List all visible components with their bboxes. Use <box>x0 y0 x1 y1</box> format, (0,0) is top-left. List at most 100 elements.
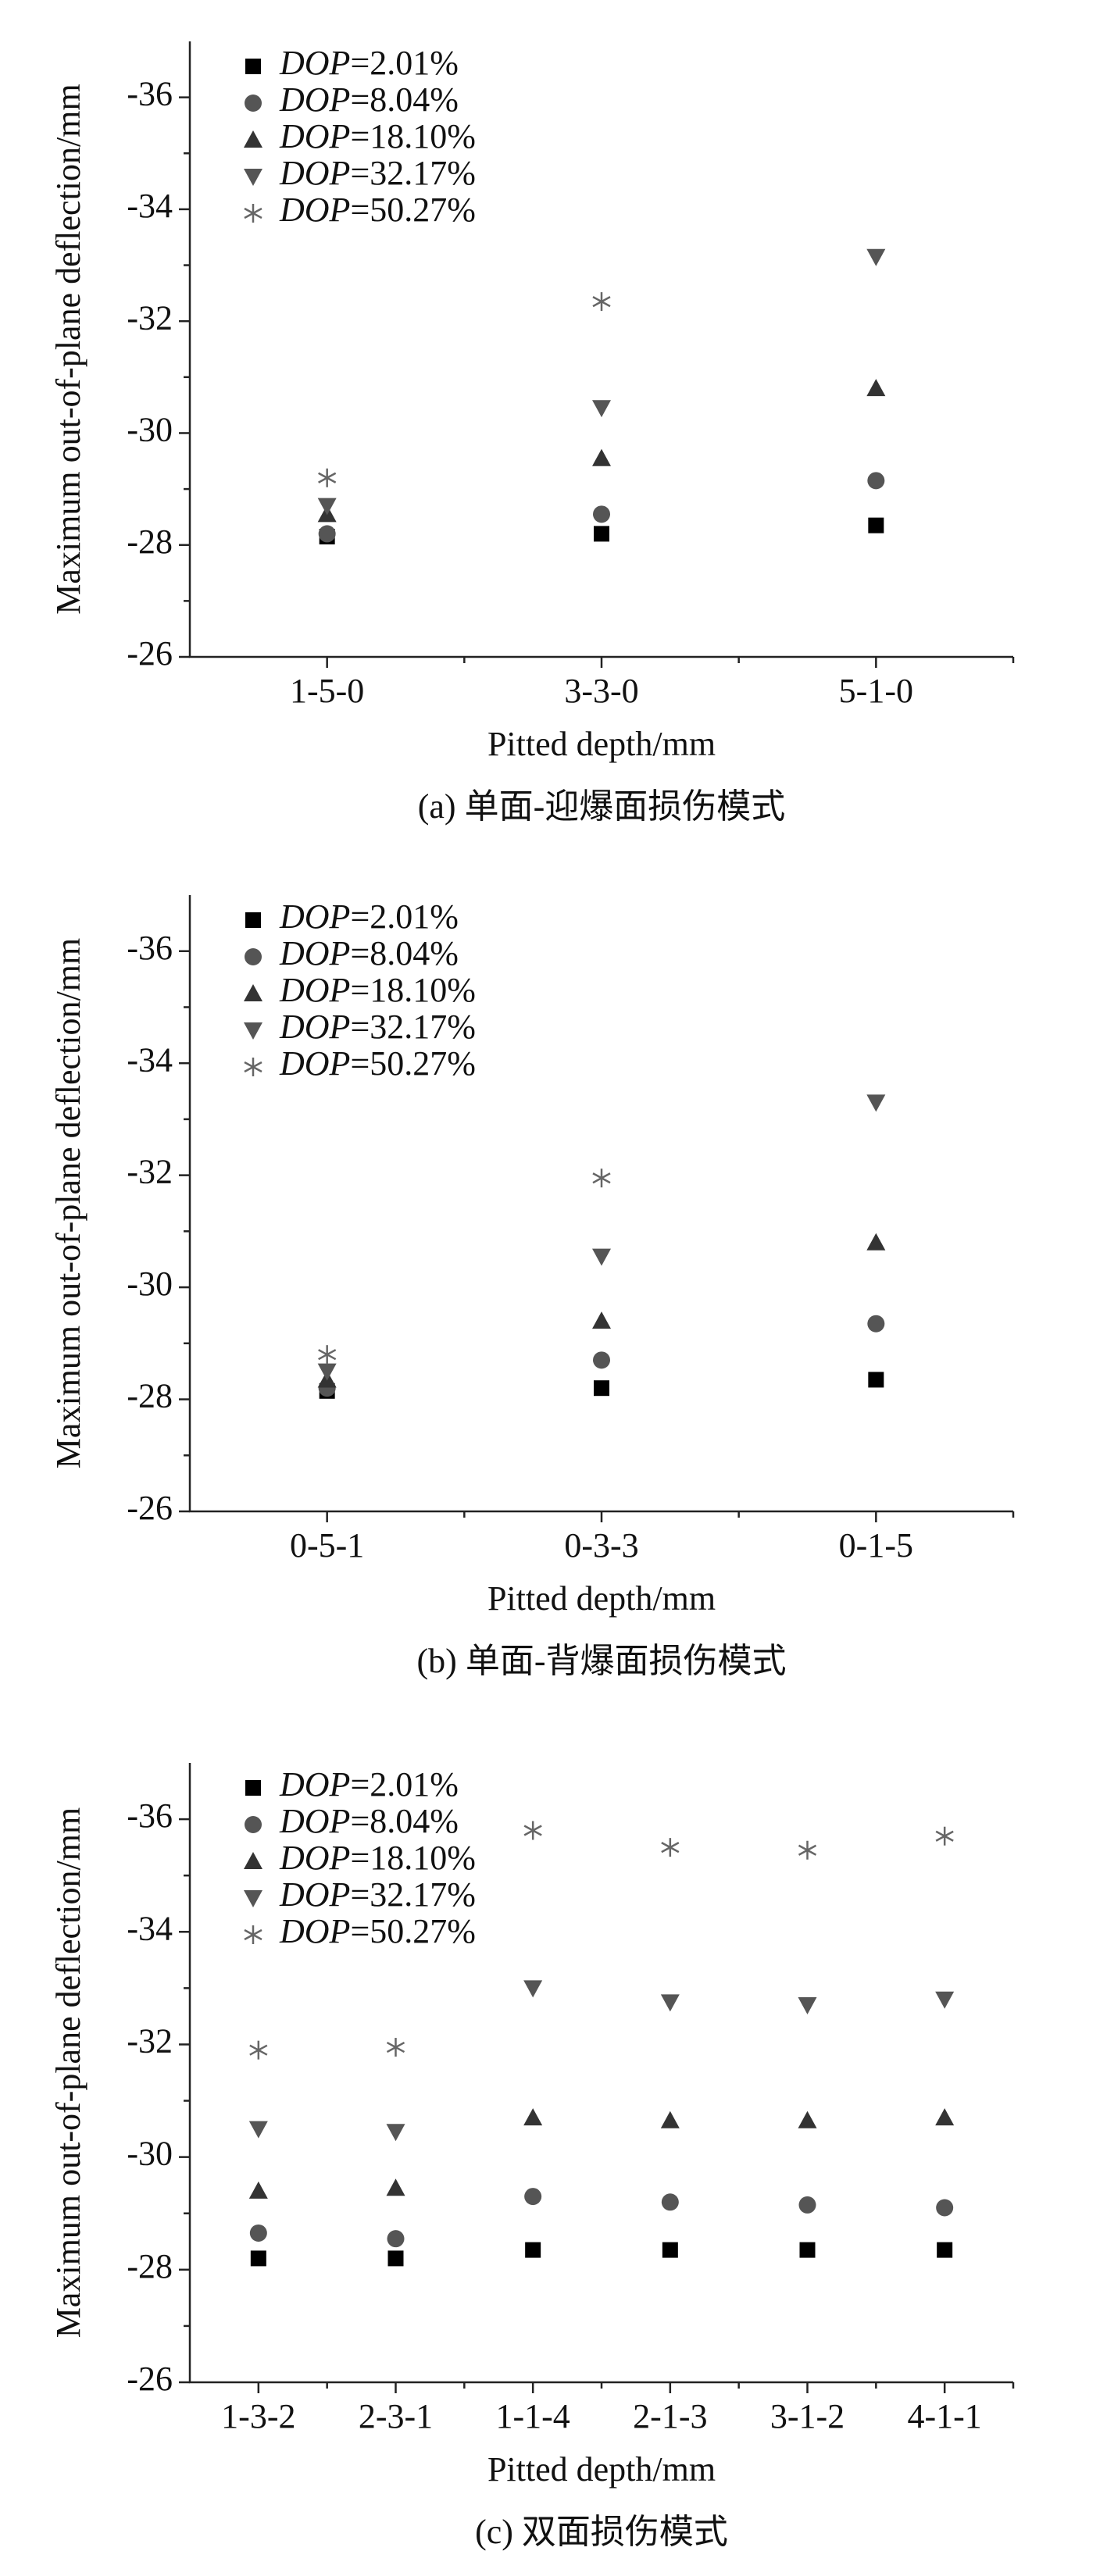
marker-circle <box>245 948 262 965</box>
x-tick-label: 3-1-2 <box>770 2397 845 2435</box>
marker-triangle-down <box>317 1363 337 1381</box>
marker-circle <box>798 2196 816 2214</box>
marker-asterisk <box>249 2040 268 2060</box>
y-tick-label: -34 <box>127 1909 173 1947</box>
marker-asterisk <box>661 1838 680 1857</box>
marker-square <box>868 517 884 533</box>
y-tick-label: -28 <box>127 1377 173 1415</box>
asterisk-stroke <box>244 1928 262 1941</box>
marker-triangle <box>244 1852 262 1869</box>
marker-triangle-down <box>935 1991 955 2009</box>
marker-circle <box>867 1315 885 1333</box>
marker-triangle <box>244 130 262 148</box>
asterisk-stroke <box>592 1172 611 1184</box>
marker-asterisk <box>798 1840 817 1860</box>
y-tick-label: -26 <box>127 1489 173 1527</box>
x-tick-label: 2-1-3 <box>633 2397 707 2435</box>
legend-label: DOP=32.17% <box>279 1008 476 1046</box>
legend-label: DOP=2.01% <box>279 44 459 82</box>
marker-asterisk <box>318 468 337 487</box>
marker-circle <box>387 2230 405 2248</box>
legend-label: DOP=18.10% <box>279 117 476 155</box>
marker-asterisk <box>592 292 611 312</box>
x-axis-label: Pitted depth/mm <box>487 1579 716 1618</box>
y-tick-label: -34 <box>127 187 173 225</box>
y-tick-label: -30 <box>127 2135 173 2173</box>
y-tick-label: -36 <box>127 75 173 113</box>
marker-triangle <box>592 1311 611 1329</box>
marker-triangle-down <box>592 1248 611 1266</box>
marker-circle <box>245 95 262 112</box>
marker-triangle-down <box>866 248 886 266</box>
marker-circle <box>524 2188 542 2206</box>
asterisk-stroke <box>798 1844 817 1856</box>
marker-triangle-down <box>386 2124 405 2142</box>
marker-square <box>662 2242 678 2258</box>
x-tick-label: 5-1-0 <box>839 672 913 710</box>
marker-square <box>525 2242 541 2258</box>
y-axis-label: Maximum out-of-plane deflection/mm <box>49 1807 87 2338</box>
asterisk-stroke <box>935 1830 954 1842</box>
y-tick-label: -32 <box>127 298 173 337</box>
x-tick-label: 2-3-1 <box>359 2397 433 2435</box>
legend-label: DOP=2.01% <box>279 897 459 936</box>
marker-circle <box>318 525 336 543</box>
marker-triangle-down <box>244 169 262 186</box>
marker-asterisk <box>244 204 262 223</box>
marker-triangle <box>386 2178 405 2196</box>
asterisk-stroke <box>661 1842 680 1854</box>
marker-circle <box>936 2199 954 2217</box>
asterisk-stroke <box>523 1825 542 1836</box>
marker-asterisk <box>318 1345 337 1365</box>
marker-square <box>594 526 609 542</box>
marker-square <box>594 1380 609 1397</box>
caption: (c) 双面损伤模式 <box>475 2513 728 2551</box>
marker-triangle-down <box>523 1980 543 1998</box>
marker-triangle <box>866 1233 886 1251</box>
marker-triangle <box>866 379 886 397</box>
marker-triangle-down <box>244 1022 262 1040</box>
marker-circle <box>593 1351 610 1369</box>
marker-triangle-down <box>592 400 611 418</box>
asterisk-stroke <box>592 296 611 308</box>
chart: -26 -28 -30 -32 -34 -36 0-5-1 0-3-3 0-1-5 Pitted … <box>49 895 1015 1680</box>
marker-circle <box>867 472 885 490</box>
marker-triangle-down <box>317 498 337 516</box>
marker-square <box>387 2250 404 2267</box>
legend-label: DOP=8.04% <box>279 1802 459 1840</box>
x-axis-label: Pitted depth/mm <box>487 2450 716 2489</box>
marker-triangle-down <box>798 1996 817 2014</box>
asterisk-stroke <box>386 2041 405 2053</box>
marker-asterisk <box>244 1058 262 1076</box>
marker-square <box>245 1780 261 1796</box>
legend-label: DOP=18.10% <box>279 1839 476 1877</box>
marker-triangle-down <box>866 1094 886 1112</box>
caption: (a) 单面-迎爆面损伤模式 <box>418 787 786 826</box>
marker-triangle <box>660 2110 680 2128</box>
y-axis-label: Maximum out-of-plane deflection/mm <box>49 938 87 1468</box>
legend-label: DOP=50.27% <box>279 191 476 229</box>
asterisk-stroke <box>318 472 337 483</box>
marker-triangle <box>523 2108 543 2126</box>
asterisk-stroke <box>249 2044 268 2056</box>
y-tick-label: -36 <box>127 929 173 967</box>
chart: -26 -28 -30 -32 -34 -36 1-5-0 3-3-0 5-1-0 Pitted … <box>49 41 1015 826</box>
x-tick-label: 0-1-5 <box>839 1526 913 1565</box>
y-tick-label: -26 <box>127 634 173 673</box>
marker-square <box>245 912 261 928</box>
x-tick-label: 1-1-4 <box>496 2397 570 2435</box>
y-tick-label: -32 <box>127 1153 173 1191</box>
marker-triangle <box>244 984 262 1001</box>
y-tick-label: -32 <box>127 2022 173 2060</box>
marker-triangle-down <box>244 1890 262 1907</box>
legend-label: DOP=50.27% <box>279 1912 476 1950</box>
marker-square <box>937 2242 953 2258</box>
caption: (b) 单面-背爆面损伤模式 <box>417 1642 787 1680</box>
x-tick-label: 0-5-1 <box>290 1526 364 1565</box>
marker-triangle <box>248 2181 268 2199</box>
marker-circle <box>245 1816 262 1833</box>
y-tick-label: -30 <box>127 1265 173 1303</box>
legend-label: DOP=8.04% <box>279 80 459 119</box>
x-tick-label: 1-5-0 <box>290 672 364 710</box>
